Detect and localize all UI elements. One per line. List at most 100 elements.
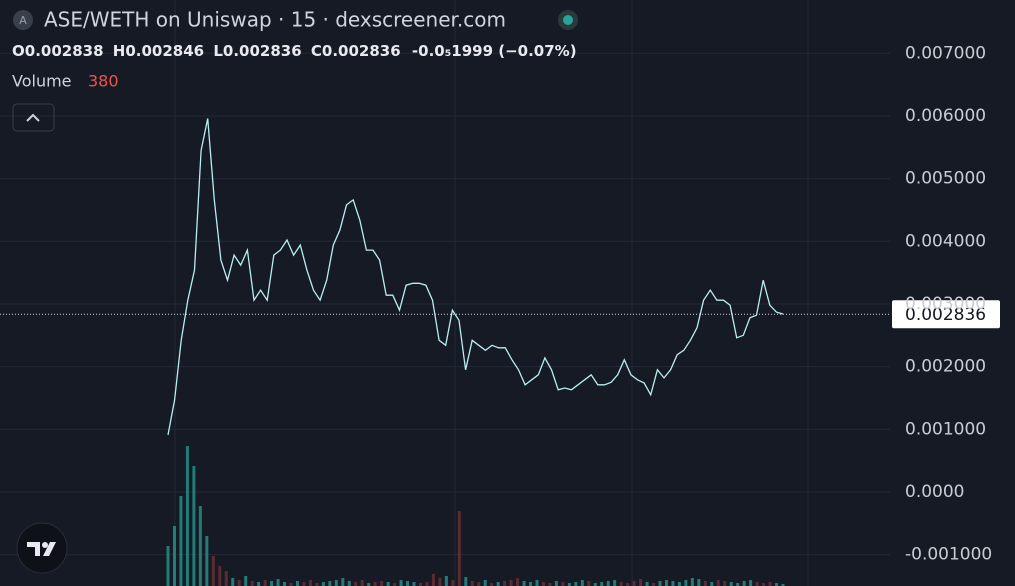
ohlc-row: O0.002838 H0.002846 L0.002836 C0.002836 … — [12, 42, 577, 60]
volume-bar — [522, 581, 526, 586]
y-tick-label: 0.006000 — [905, 106, 986, 126]
volume-bar — [386, 582, 390, 586]
grid — [0, 52, 890, 556]
volume-bar — [302, 582, 306, 586]
volume-bar — [690, 578, 694, 586]
volume-bar — [431, 574, 435, 586]
open-label: O — [12, 42, 25, 60]
volume-bar — [308, 580, 312, 586]
volume-bar — [632, 581, 636, 586]
volume-bar — [205, 536, 209, 586]
volume-bar — [444, 576, 448, 586]
volume-bar — [406, 581, 410, 586]
volume-bar — [231, 578, 235, 586]
volume-bar — [729, 582, 733, 586]
volume-bar — [593, 583, 597, 586]
volume-bar — [224, 571, 228, 586]
high-label: H — [113, 42, 126, 60]
volume-bar — [192, 466, 196, 586]
volume-bar — [716, 580, 720, 586]
volume-label: Volume — [12, 72, 72, 91]
volume-bar — [218, 566, 222, 586]
volume-bar — [172, 526, 176, 586]
volume-bar — [470, 581, 474, 586]
volume-bar — [710, 582, 714, 586]
volume-bar — [367, 583, 371, 586]
token-icon-letter: A — [19, 14, 27, 27]
volume-bar — [652, 583, 656, 586]
vertical-grid — [174, 0, 809, 586]
volume-bar — [606, 581, 610, 586]
volume-bar — [354, 582, 358, 586]
volume-bar — [768, 582, 772, 586]
volume-bar — [587, 581, 591, 586]
volume-bar — [742, 581, 746, 586]
volume-bar — [677, 582, 681, 586]
close-label: C — [311, 42, 322, 60]
volume-value: 380 — [88, 72, 119, 91]
volume-bar — [645, 582, 649, 586]
volume-bar — [211, 556, 215, 586]
low-value: 0.002836 — [223, 42, 302, 60]
volume-bar — [328, 581, 332, 586]
volume-bar — [477, 582, 481, 586]
volume-bar — [775, 583, 779, 586]
volume-bar — [257, 582, 261, 586]
volume-bar — [535, 580, 539, 586]
volume-bar — [185, 446, 189, 586]
volume-bar — [684, 580, 688, 586]
y-tick-label: 0.004000 — [905, 231, 986, 251]
volume-bar — [619, 582, 623, 586]
status-dot — [563, 15, 573, 25]
volume-bar — [399, 580, 403, 586]
last-price-box — [892, 300, 1000, 329]
volume-bar — [509, 580, 513, 586]
collapse-button[interactable] — [12, 103, 55, 132]
volume-bar — [554, 581, 558, 586]
volume-bar — [703, 581, 707, 586]
price-line — [167, 118, 784, 436]
volume-bar — [295, 581, 299, 586]
volume-bar — [781, 584, 785, 586]
volume-bar — [723, 581, 727, 586]
change-value: -0.0₅1999 (−0.07%) — [412, 42, 577, 60]
volume-bar — [425, 582, 429, 586]
volume-bar — [263, 580, 267, 586]
volume-bar — [380, 581, 384, 586]
volume-bar — [373, 582, 377, 586]
volume-bar — [438, 578, 442, 586]
volume-bar — [580, 580, 584, 586]
volume-bar — [315, 583, 319, 586]
volume-bar — [347, 581, 351, 586]
high-value: 0.002846 — [125, 42, 204, 60]
volume-bar — [166, 546, 170, 586]
chart-title: ASE/WETH on Uniswap · 15 · dexscreener.c… — [44, 8, 506, 32]
token-icon — [13, 10, 33, 30]
volume-bar — [418, 583, 422, 586]
volume-bar — [250, 581, 254, 586]
volume-bar — [496, 582, 500, 586]
volume-bar — [276, 579, 280, 586]
volume-bar — [749, 580, 753, 586]
volume-bar — [393, 583, 397, 586]
logo-mark — [43, 542, 56, 556]
close-value: 0.002836 — [322, 42, 401, 60]
volume-bar — [516, 578, 520, 586]
volume-bar — [671, 581, 675, 586]
tradingview-logo — [16, 522, 68, 574]
volume-bar — [626, 583, 630, 586]
volume-bar — [561, 582, 565, 586]
logo-mark — [27, 542, 40, 556]
volume-bar — [334, 580, 338, 586]
open-value: 0.002838 — [25, 42, 104, 60]
volume-bar — [613, 580, 617, 586]
volume-bar — [283, 582, 287, 586]
y-tick-label: 0.0000 — [905, 482, 964, 502]
volume-bar — [503, 581, 507, 586]
volume-bar — [483, 580, 487, 586]
volume-bar — [341, 578, 345, 586]
volume-bar — [567, 583, 571, 586]
volume-bar — [600, 582, 604, 586]
